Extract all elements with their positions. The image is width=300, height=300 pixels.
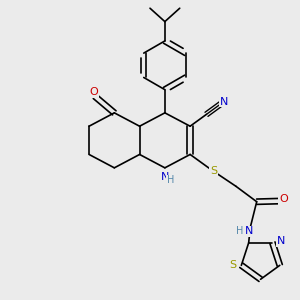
Text: S: S xyxy=(230,260,237,270)
Text: H: H xyxy=(167,175,174,185)
Text: H: H xyxy=(236,226,243,236)
Text: N: N xyxy=(161,172,169,182)
Text: O: O xyxy=(89,87,98,97)
Text: N: N xyxy=(277,236,285,246)
Text: S: S xyxy=(210,167,218,176)
Text: O: O xyxy=(279,194,288,204)
Text: N: N xyxy=(220,97,229,106)
Text: N: N xyxy=(244,226,253,236)
